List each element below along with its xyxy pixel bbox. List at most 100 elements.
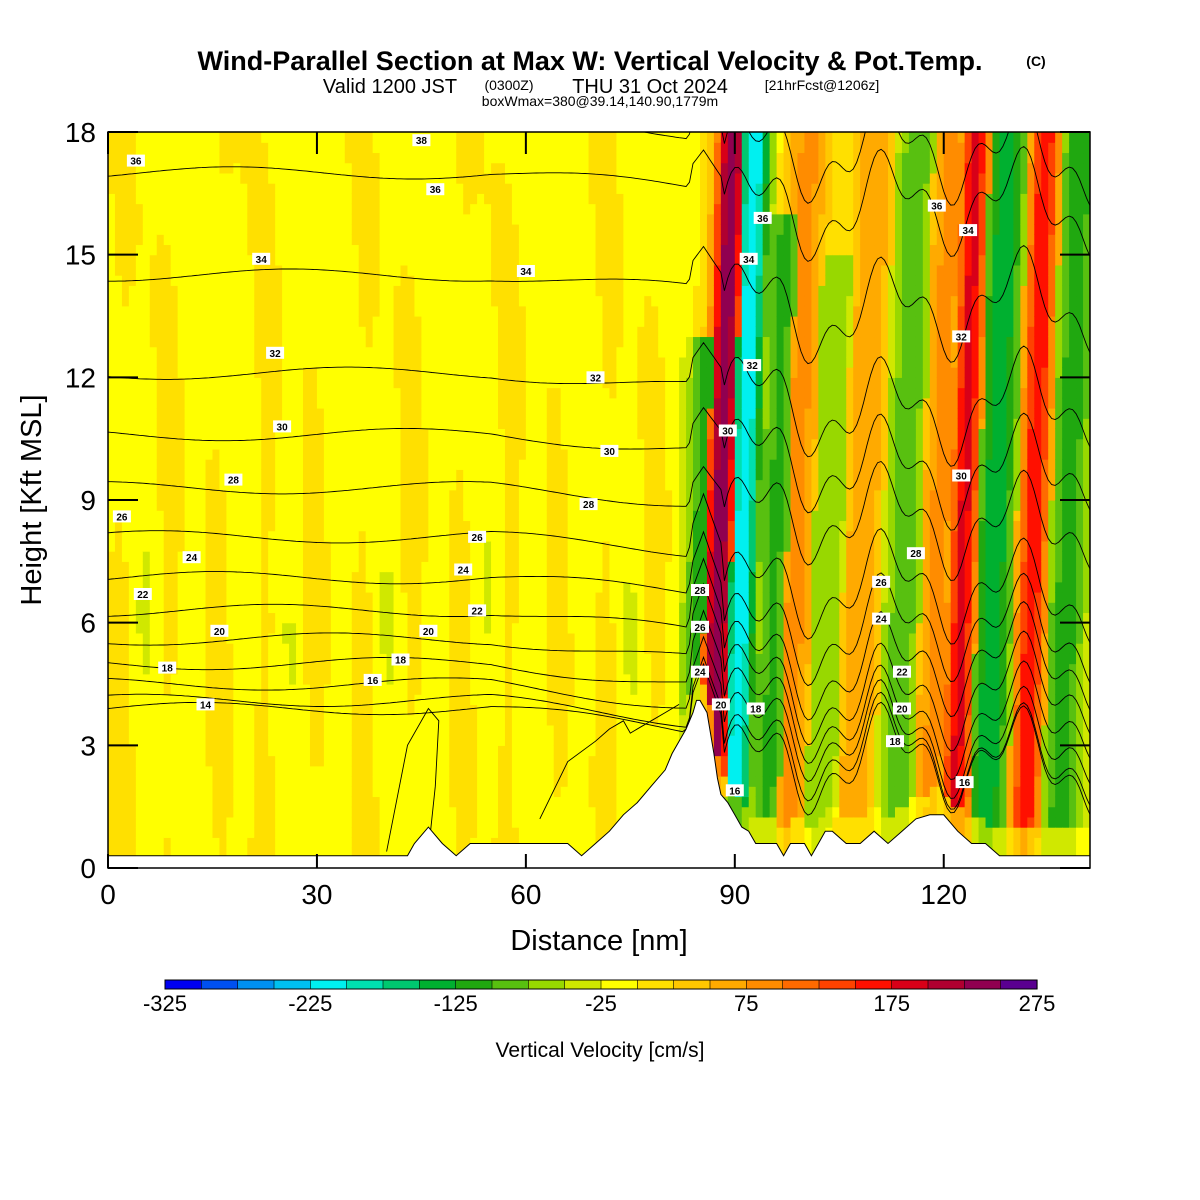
- w-cell: [518, 428, 527, 440]
- w-cell: [233, 816, 241, 828]
- w-cell: [581, 479, 590, 491]
- w-cell: [574, 765, 583, 777]
- w-cell: [414, 336, 422, 348]
- w-cell: [428, 264, 436, 276]
- w-cell: [135, 816, 144, 828]
- w-cell: [539, 694, 548, 706]
- w-cell: [330, 806, 339, 818]
- w-cell: [463, 520, 471, 532]
- w-cell: [261, 336, 269, 348]
- w-cell: [337, 612, 346, 624]
- w-cell: [449, 203, 457, 215]
- w-cell: [498, 224, 506, 235]
- w-cell: [156, 571, 165, 583]
- w-cell: [518, 694, 527, 706]
- w-cell: [247, 796, 255, 808]
- w-cell: [289, 622, 297, 634]
- w-cell: [574, 796, 583, 808]
- w-cell: [128, 203, 137, 215]
- w-cell: [518, 735, 527, 746]
- w-cell: [358, 448, 367, 460]
- w-cell: [275, 162, 283, 174]
- w-cell: [337, 827, 346, 838]
- w-cell: [407, 653, 416, 665]
- w-cell: [282, 162, 290, 174]
- w-cell: [219, 704, 227, 716]
- w-cell: [309, 397, 318, 409]
- w-cell: [247, 346, 255, 358]
- w-cell: [386, 571, 395, 583]
- w-cell: [511, 295, 520, 307]
- w-cell: [240, 786, 248, 798]
- w-cell: [261, 735, 269, 746]
- w-cell: [539, 551, 548, 562]
- w-cell: [282, 581, 290, 593]
- w-cell: [463, 663, 471, 675]
- w-cell: [330, 724, 339, 736]
- w-cell: [142, 847, 151, 859]
- w-cell: [539, 438, 548, 450]
- w-cell: [296, 847, 304, 859]
- w-cell: [393, 142, 402, 154]
- w-cell: [219, 264, 227, 276]
- w-cell: [456, 234, 464, 246]
- w-cell: [184, 592, 193, 603]
- w-cell: [240, 592, 248, 603]
- w-cell: [330, 183, 339, 194]
- w-cell: [581, 326, 590, 338]
- w-cell: [386, 663, 395, 675]
- w-cell: [142, 336, 151, 348]
- w-cell: [567, 142, 576, 154]
- w-cell: [428, 418, 436, 430]
- w-cell: [275, 847, 283, 859]
- w-cell: [205, 796, 214, 808]
- w-cell: [386, 336, 395, 348]
- w-cell: [247, 326, 255, 338]
- w-cell: [261, 745, 269, 757]
- w-cell: [240, 285, 248, 297]
- w-cell: [261, 172, 269, 184]
- w-cell: [121, 755, 130, 767]
- w-cell: [484, 162, 492, 174]
- w-cell: [386, 448, 395, 460]
- w-cell: [177, 551, 186, 562]
- w-cell: [449, 336, 457, 348]
- w-cell: [289, 234, 297, 246]
- w-cell: [254, 622, 262, 634]
- w-cell: [128, 776, 137, 787]
- w-cell: [574, 612, 583, 624]
- w-cell: [477, 336, 485, 348]
- w-cell: [233, 183, 241, 194]
- w-cell: [296, 275, 304, 286]
- w-cell: [316, 786, 325, 798]
- w-cell: [351, 622, 360, 634]
- w-cell: [344, 561, 353, 573]
- w-cell: [560, 765, 569, 777]
- w-cell: [365, 183, 374, 194]
- w-cell: [456, 816, 464, 828]
- w-cell: [128, 213, 137, 225]
- w-cell: [379, 193, 388, 205]
- w-cell: [484, 448, 492, 460]
- w-cell: [330, 224, 339, 235]
- w-cell: [518, 510, 527, 522]
- w-cell: [170, 653, 179, 665]
- w-cell: [247, 438, 255, 450]
- w-cell: [511, 684, 520, 695]
- w-cell: [498, 295, 506, 307]
- w-cell: [142, 755, 151, 767]
- w-cell: [498, 704, 506, 716]
- w-cell: [532, 714, 541, 726]
- w-cell: [344, 459, 353, 470]
- w-cell: [400, 530, 409, 542]
- w-cell: [553, 786, 562, 798]
- w-cell: [142, 224, 151, 235]
- w-cell: [358, 786, 367, 798]
- w-cell: [296, 316, 304, 327]
- w-cell: [372, 377, 381, 389]
- w-cell: [114, 735, 123, 746]
- w-cell: [191, 132, 200, 143]
- w-cell: [539, 632, 548, 644]
- w-cell: [532, 561, 541, 573]
- w-cell: [240, 540, 248, 552]
